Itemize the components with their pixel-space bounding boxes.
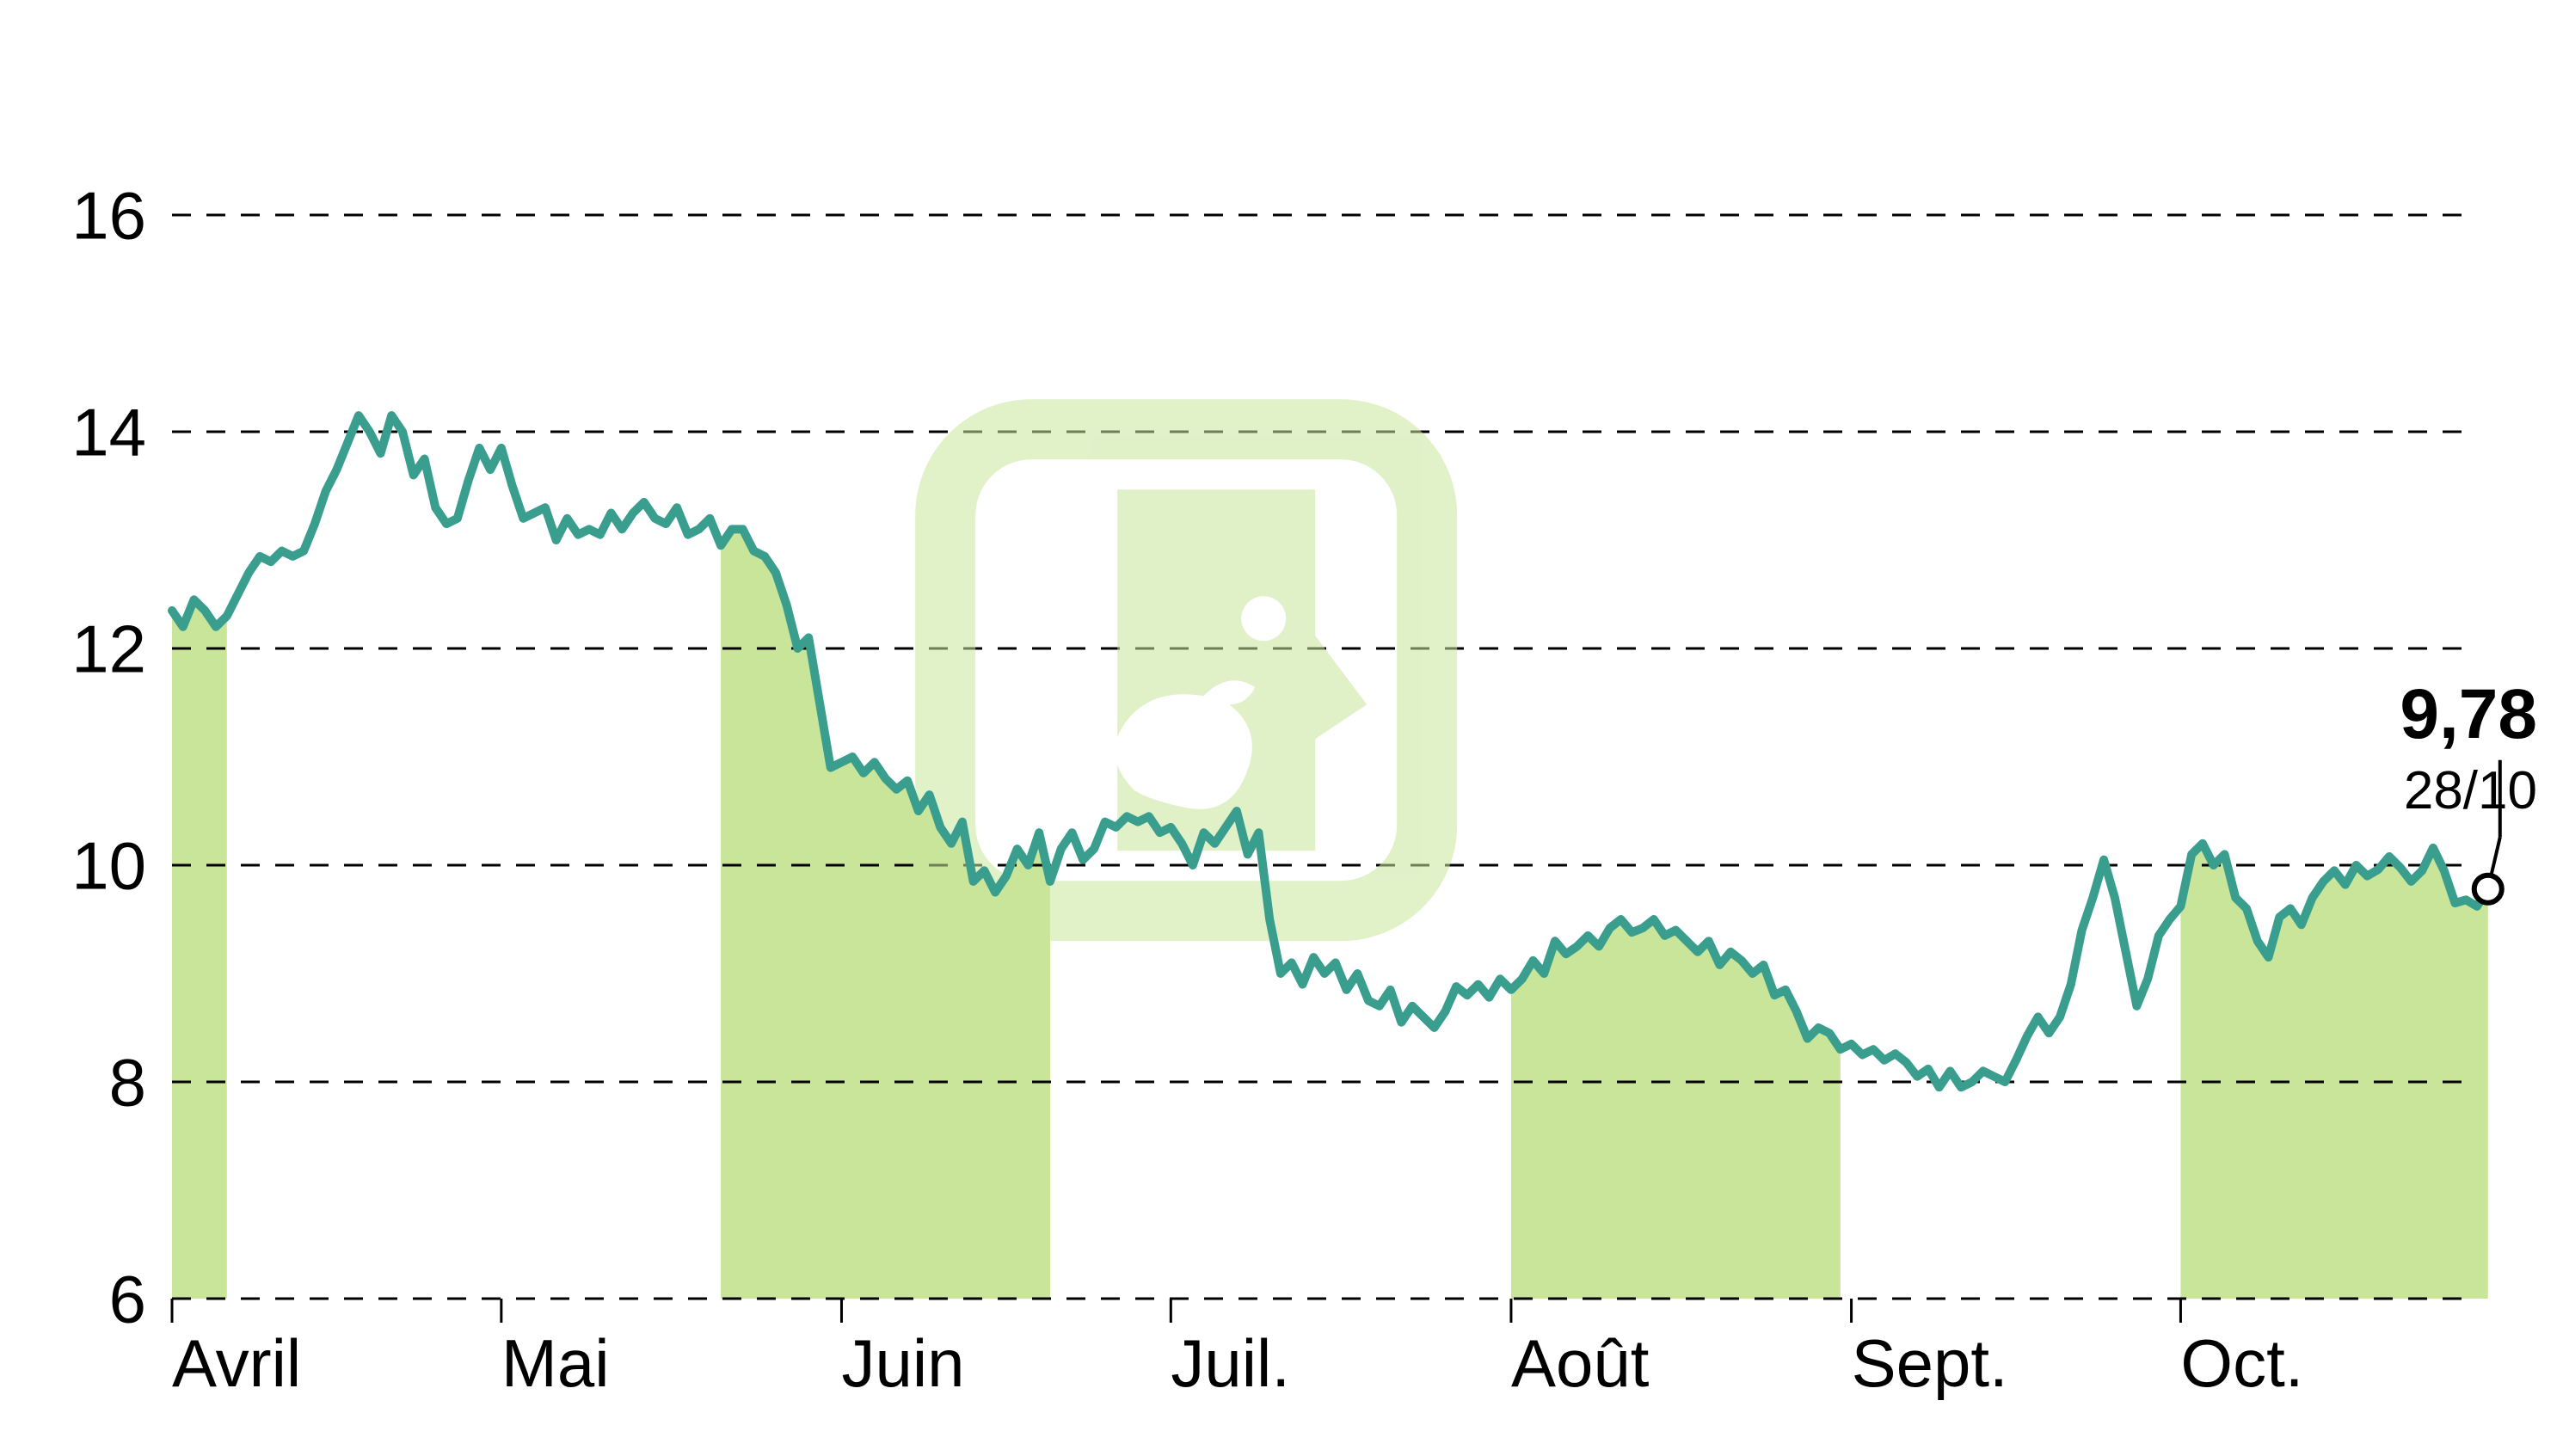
- svg-text:Oct.: Oct.: [2180, 1325, 2303, 1401]
- chart-container: { "chart": { "title": "BENETEAU", "title…: [0, 0, 2563, 1456]
- svg-text:6: 6: [109, 1261, 146, 1336]
- endpoint-date-label: 28/10: [2404, 760, 2537, 821]
- endpoint-value-label: 9,78: [2400, 674, 2537, 755]
- svg-text:12: 12: [71, 611, 146, 686]
- svg-text:8: 8: [109, 1044, 146, 1120]
- svg-text:14: 14: [71, 394, 146, 470]
- stock-chart: 6 8 10 12 14 16 Avril Mai Juin Juil. Août Sept. Oct.: [0, 0, 2563, 1456]
- svg-text:Août: Août: [1511, 1325, 1650, 1401]
- svg-text:Avril: Avril: [172, 1325, 301, 1401]
- svg-text:Sept.: Sept.: [1852, 1325, 2008, 1401]
- svg-text:16: 16: [71, 177, 146, 253]
- svg-text:Juil.: Juil.: [1171, 1325, 1290, 1401]
- svg-text:10: 10: [71, 827, 146, 903]
- svg-text:Juin: Juin: [841, 1325, 964, 1401]
- svg-text:Mai: Mai: [501, 1325, 610, 1401]
